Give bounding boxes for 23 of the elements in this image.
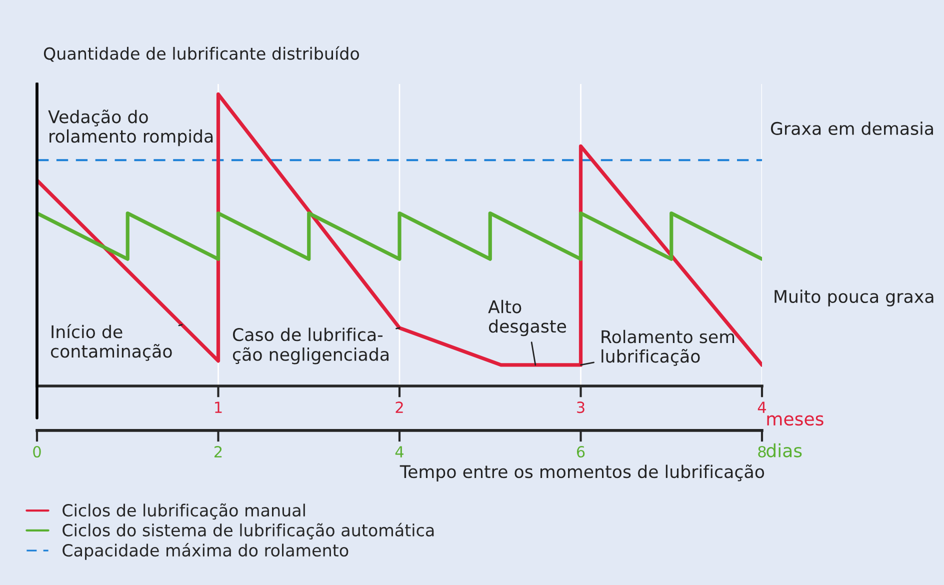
x-tick-label: 1 [215,402,222,413]
annotation: Rolamento sem lubrificação [602,330,734,366]
annotation: Início de contaminação [50,324,172,361]
text: Tempo entre os momentos de lubrificação [400,464,764,482]
x2-tick-label: 0 [33,446,41,458]
legend-label: Ciclos de lubrificação manual [62,503,305,520]
x2-tick-label: 4 [395,446,404,458]
x2-tick-label: 8 [758,446,766,458]
text: Graxa em demasia [770,122,933,136]
annotation: Caso de lubrifica- ção negligenciada [232,328,388,364]
x2-axis-title: dias [766,443,802,458]
x-tick-label: 4 [758,402,766,413]
x-axis-title: meses [767,415,824,426]
legend-label: Capacidade máxima do rolamento [62,543,348,560]
y-axis-title: Quantidade de lubrificante distribuído [44,46,360,62]
legend-label: Ciclos do sistema de lubrificação automática [62,522,434,540]
x2-tick-label: 2 [214,446,222,458]
x-tick-label: 3 [577,402,584,414]
annotation: Vedação do rolamento rompida [48,110,213,146]
annotation: Alto desgaste [488,300,566,336]
x-tick-label: 2 [396,402,403,413]
text: Muito pouca graxa [774,290,934,306]
x2-tick-label: 6 [576,446,585,458]
